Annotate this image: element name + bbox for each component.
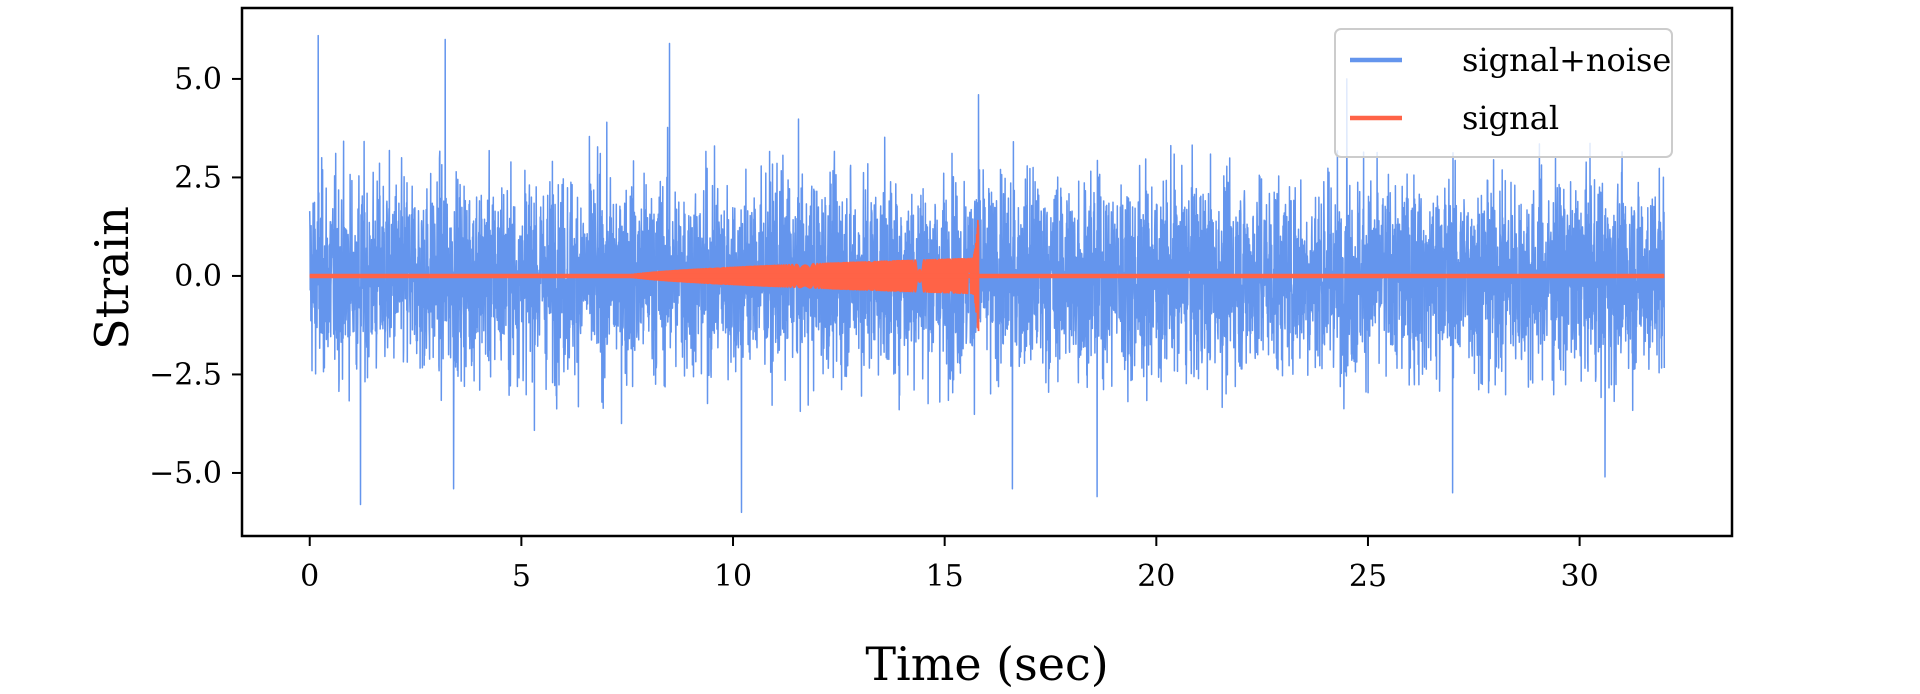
y-tick-label: 0.0 xyxy=(174,259,222,294)
x-axis-label: Time (sec) xyxy=(865,637,1108,691)
x-tick-label: 20 xyxy=(1137,559,1175,594)
y-tick-label: −5.0 xyxy=(149,456,222,491)
x-tick-label: 30 xyxy=(1561,559,1599,594)
legend-label-signal-noise: signal+noise xyxy=(1462,41,1671,79)
x-tick-label: 0 xyxy=(300,559,319,594)
y-tick-label: 5.0 xyxy=(174,62,222,97)
axes-frame xyxy=(240,6,1734,538)
plot-area xyxy=(308,34,1666,514)
y-axis-label: Strain xyxy=(85,206,139,350)
legend: signal+noise signal xyxy=(1334,28,1673,158)
x-tick-label: 15 xyxy=(926,559,964,594)
axis-ticks: 0 5 10 15 20 25 30 −5.0 −2.5 0.0 2.5 5.0 xyxy=(149,62,1599,594)
legend-label-signal: signal xyxy=(1462,99,1559,137)
x-tick-label: 5 xyxy=(512,559,531,594)
signal-noise-series-line xyxy=(308,34,1666,514)
x-tick-label: 25 xyxy=(1349,559,1387,594)
y-tick-label: −2.5 xyxy=(149,357,222,392)
legend-frame xyxy=(1334,28,1673,158)
y-tick-label: 2.5 xyxy=(174,160,222,195)
x-tick-label: 10 xyxy=(714,559,752,594)
